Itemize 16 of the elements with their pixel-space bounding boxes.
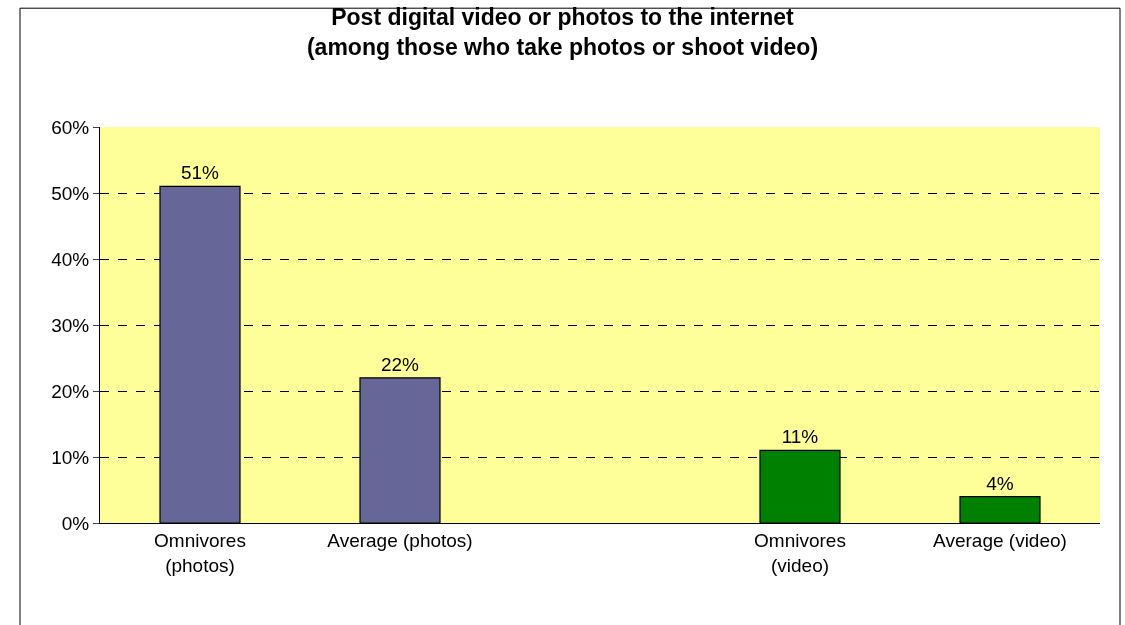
- y-tick-label: 0%: [61, 512, 90, 534]
- y-tick-label: 60%: [51, 116, 90, 138]
- y-tick-label: 50%: [51, 182, 90, 204]
- x-tick-label: Omnivores (photos): [154, 529, 246, 576]
- data-label: 51%: [180, 162, 220, 184]
- chart-title: Post digital video or photos to the internet (among those who take photos or shoot video): [306, 4, 819, 60]
- data-label: 4%: [986, 472, 1014, 494]
- x-tick-label: Average (video): [933, 529, 1067, 551]
- data-label: 11%: [781, 426, 819, 448]
- y-tick-label: 40%: [51, 248, 90, 270]
- x-tick-label: Omnivores (video): [754, 529, 846, 576]
- y-tick-label: 20%: [51, 380, 90, 402]
- y-tick-label: 30%: [51, 314, 90, 336]
- y-tick-label: 10%: [51, 446, 90, 468]
- x-tick-label: Average (photos): [327, 529, 473, 551]
- data-label: 22%: [380, 353, 420, 375]
